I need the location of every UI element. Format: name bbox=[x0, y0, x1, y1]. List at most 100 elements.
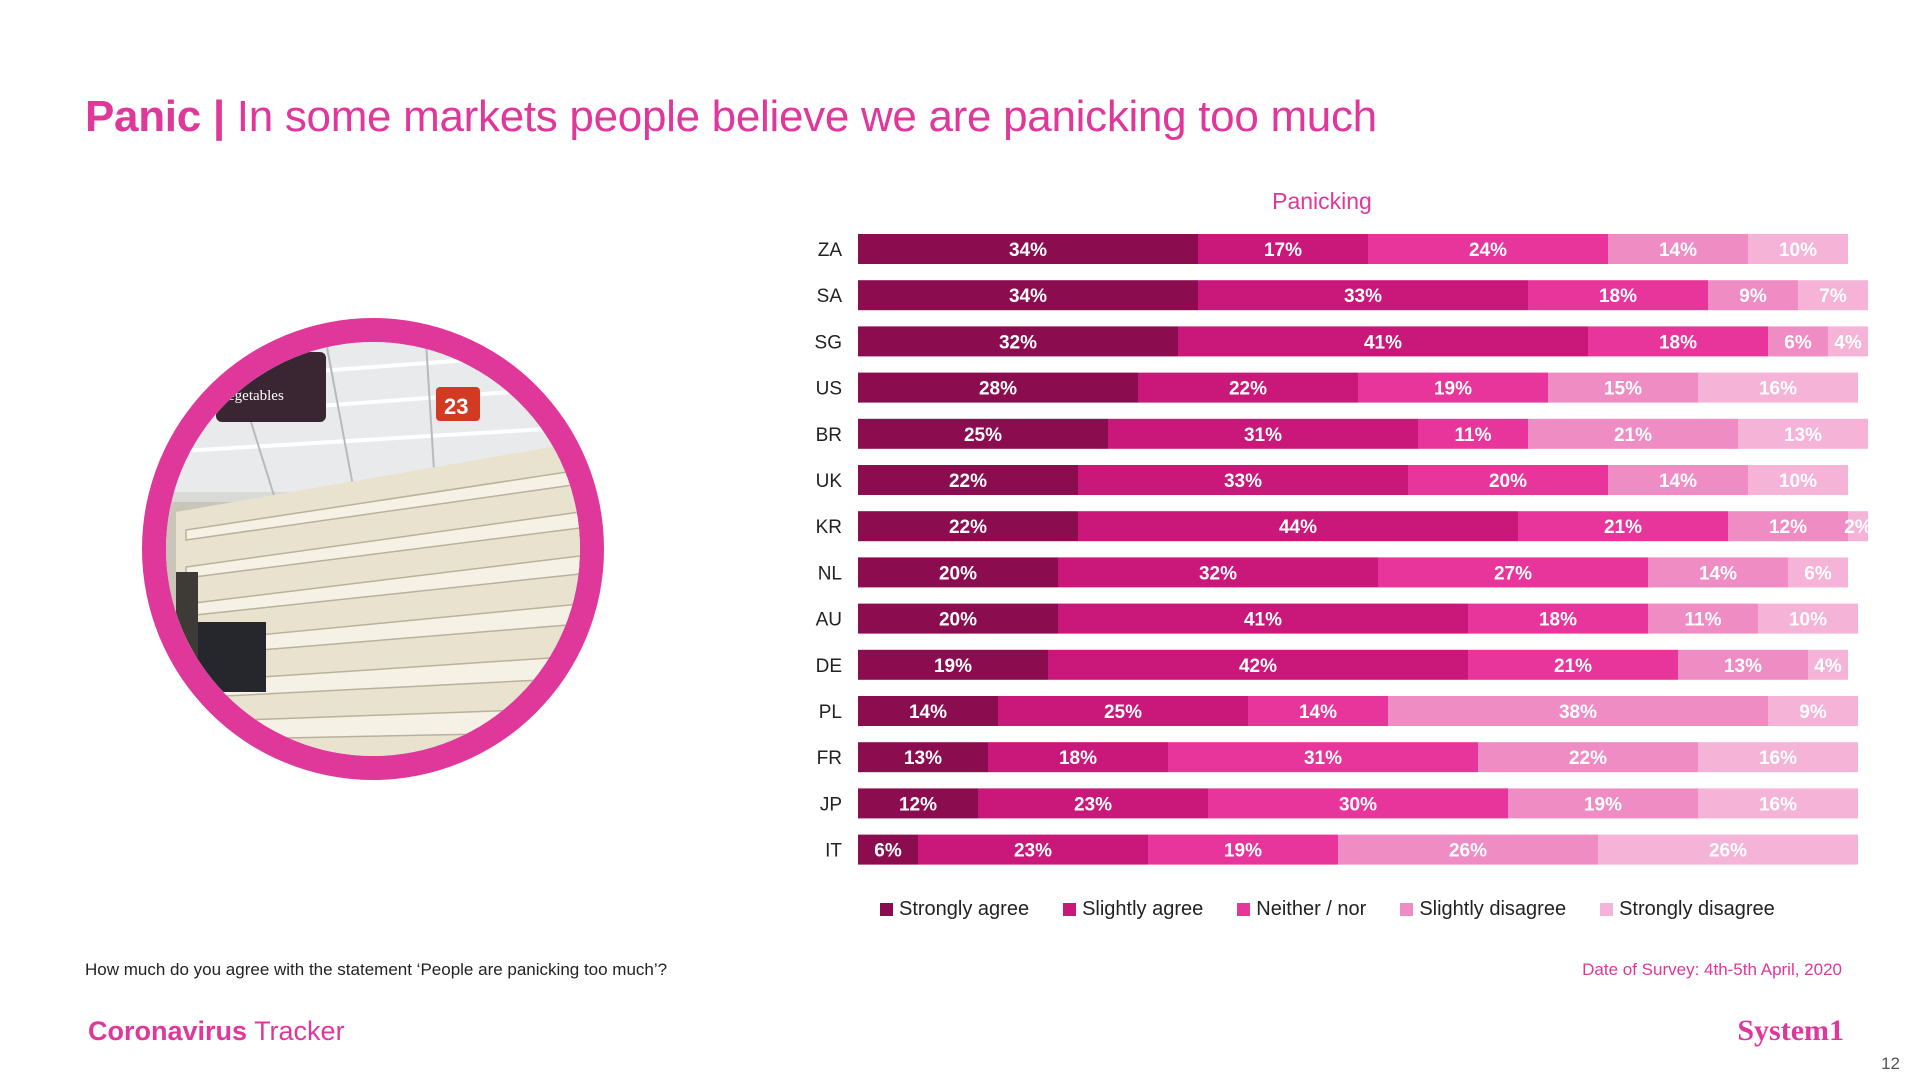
legend-swatch bbox=[1600, 903, 1614, 916]
bar-segment-sg-slightly-disagree bbox=[1768, 326, 1828, 357]
data-label-pl-0: 14% bbox=[909, 702, 947, 723]
data-label-au-2: 18% bbox=[1539, 610, 1577, 631]
logo-word-coronavirus: Coronavirus bbox=[88, 1016, 248, 1046]
data-label-uk-2: 20% bbox=[1489, 471, 1527, 492]
data-label-fr-4: 16% bbox=[1759, 748, 1797, 769]
bar-segment-nl-strongly-agree bbox=[858, 557, 1058, 588]
empty-shelves-illustration: egetables 23 bbox=[166, 342, 580, 756]
page-number: 12 bbox=[1881, 1054, 1900, 1073]
bar-segment-au-slightly-disagree bbox=[1648, 603, 1758, 634]
data-label-kr-4: 2% bbox=[1844, 517, 1872, 538]
data-label-jp-0: 12% bbox=[899, 794, 937, 815]
bar-segment-au-slightly-agree bbox=[1058, 603, 1468, 634]
bar-segment-sa-strongly-agree bbox=[858, 280, 1198, 311]
legend-label: Strongly agree bbox=[899, 898, 1030, 920]
bar-segment-uk-slightly-disagree bbox=[1608, 465, 1748, 495]
data-label-au-4: 10% bbox=[1789, 610, 1827, 631]
data-label-de-1: 42% bbox=[1239, 656, 1277, 677]
category-label-sg: SG bbox=[815, 332, 842, 353]
bar-segment-it-slightly-agree bbox=[918, 834, 1148, 865]
title-text: In some markets people believe we are pa… bbox=[236, 92, 1377, 141]
bar-segment-uk-slightly-agree bbox=[1078, 465, 1408, 495]
category-label-za: ZA bbox=[818, 240, 843, 261]
data-label-it-3: 26% bbox=[1449, 841, 1487, 862]
data-label-uk-3: 14% bbox=[1659, 471, 1697, 492]
data-label-br-2: 11% bbox=[1455, 425, 1492, 446]
category-label-fr: FR bbox=[817, 748, 842, 769]
data-label-uk-1: 33% bbox=[1224, 471, 1262, 492]
category-label-nl: NL bbox=[818, 563, 842, 584]
bar-segment-nl-slightly-disagree bbox=[1648, 557, 1788, 588]
data-label-jp-1: 23% bbox=[1074, 794, 1112, 815]
data-label-nl-3: 14% bbox=[1699, 563, 1737, 584]
legend-item-slightly-agree: Slightly agree bbox=[1063, 898, 1203, 921]
data-label-au-1: 41% bbox=[1244, 610, 1282, 631]
chart-legend: Strongly agree Slightly agree Neither / no… bbox=[880, 898, 1775, 921]
system1-logo: System1 bbox=[1737, 1014, 1844, 1047]
bar-segment-pl-strongly-agree bbox=[858, 696, 998, 726]
bar-segment-br-strongly-agree bbox=[858, 418, 1108, 449]
bar-segment-au-neither-nor bbox=[1468, 603, 1648, 634]
data-label-us-4: 16% bbox=[1759, 379, 1797, 400]
page-title: Panic | In some markets people believe w… bbox=[85, 92, 1377, 142]
data-label-sa-0: 34% bbox=[1009, 286, 1047, 307]
bar-segment-sa-neither-nor bbox=[1528, 280, 1708, 311]
bar-segment-us-strongly-disagree bbox=[1698, 372, 1858, 403]
bar-segment-de-strongly-disagree bbox=[1808, 649, 1848, 680]
data-label-uk-4: 10% bbox=[1779, 471, 1817, 492]
category-label-uk: UK bbox=[816, 471, 843, 492]
bar-segment-us-slightly-disagree bbox=[1548, 372, 1698, 403]
data-label-de-2: 21% bbox=[1554, 656, 1592, 677]
stacked-bar-chart: ZA 34% 17% 24% 14% 10% SA 34% 33% 18% 9% 7% SG 32% 41%… bbox=[815, 234, 1872, 865]
bar-segment-za-strongly-disagree bbox=[1748, 234, 1848, 264]
bar-segment-kr-slightly-disagree bbox=[1728, 511, 1848, 542]
data-label-uk-0: 22% bbox=[949, 471, 987, 492]
bar-segment-kr-strongly-agree bbox=[858, 511, 1078, 542]
bar-segment-nl-slightly-agree bbox=[1058, 557, 1378, 588]
bar-segment-pl-strongly-disagree bbox=[1768, 696, 1858, 726]
data-label-za-3: 14% bbox=[1659, 240, 1697, 261]
data-label-us-0: 28% bbox=[979, 379, 1017, 400]
data-label-sg-4: 4% bbox=[1834, 332, 1862, 353]
bar-segment-br-slightly-disagree bbox=[1528, 418, 1738, 449]
bar-segment-fr-slightly-agree bbox=[988, 742, 1168, 773]
category-label-sa: SA bbox=[817, 286, 843, 307]
data-label-br-1: 31% bbox=[1244, 425, 1282, 446]
category-label-au: AU bbox=[816, 610, 842, 631]
category-label-kr: KR bbox=[816, 517, 842, 538]
data-label-sg-3: 6% bbox=[1784, 332, 1812, 353]
data-label-it-2: 19% bbox=[1224, 841, 1262, 862]
legend-label: Slightly agree bbox=[1082, 898, 1204, 920]
data-label-kr-2: 21% bbox=[1604, 517, 1642, 538]
data-label-nl-4: 6% bbox=[1804, 563, 1832, 584]
bar-segment-us-neither-nor bbox=[1358, 372, 1548, 403]
bar-segment-us-slightly-agree bbox=[1138, 372, 1358, 403]
category-label-it: IT bbox=[825, 841, 842, 862]
bar-segment-fr-slightly-disagree bbox=[1478, 742, 1698, 773]
bar-segment-nl-neither-nor bbox=[1378, 557, 1648, 588]
bar-segment-it-strongly-agree bbox=[858, 834, 918, 865]
data-label-br-4: 13% bbox=[1784, 425, 1822, 446]
data-label-sa-4: 7% bbox=[1819, 286, 1847, 307]
bar-segment-uk-strongly-agree bbox=[858, 465, 1078, 495]
chart-title: Panicking bbox=[1272, 188, 1372, 214]
bar-segment-sa-strongly-disagree bbox=[1798, 280, 1868, 311]
bar-segment-uk-strongly-disagree bbox=[1748, 465, 1848, 495]
bar-segment-it-neither-nor bbox=[1148, 834, 1338, 865]
data-label-de-4: 4% bbox=[1814, 656, 1842, 677]
legend-swatch bbox=[1400, 903, 1414, 916]
photo-sign-label: egetables bbox=[228, 388, 284, 404]
bar-segment-fr-strongly-agree bbox=[858, 742, 988, 773]
bar-segment-us-strongly-agree bbox=[858, 372, 1138, 403]
data-label-us-2: 19% bbox=[1434, 379, 1472, 400]
bar-segment-sa-slightly-disagree bbox=[1708, 280, 1798, 311]
data-label-nl-2: 27% bbox=[1494, 563, 1532, 584]
legend-swatch bbox=[1063, 903, 1077, 916]
data-label-sa-1: 33% bbox=[1344, 286, 1382, 307]
bar-segment-de-neither-nor bbox=[1468, 649, 1678, 680]
bar-segment-pl-neither-nor bbox=[1248, 696, 1388, 726]
category-label-de: DE bbox=[816, 656, 842, 677]
data-label-sa-2: 18% bbox=[1599, 286, 1637, 307]
category-label-us: US bbox=[816, 379, 842, 400]
bar-segment-za-slightly-disagree bbox=[1608, 234, 1748, 264]
